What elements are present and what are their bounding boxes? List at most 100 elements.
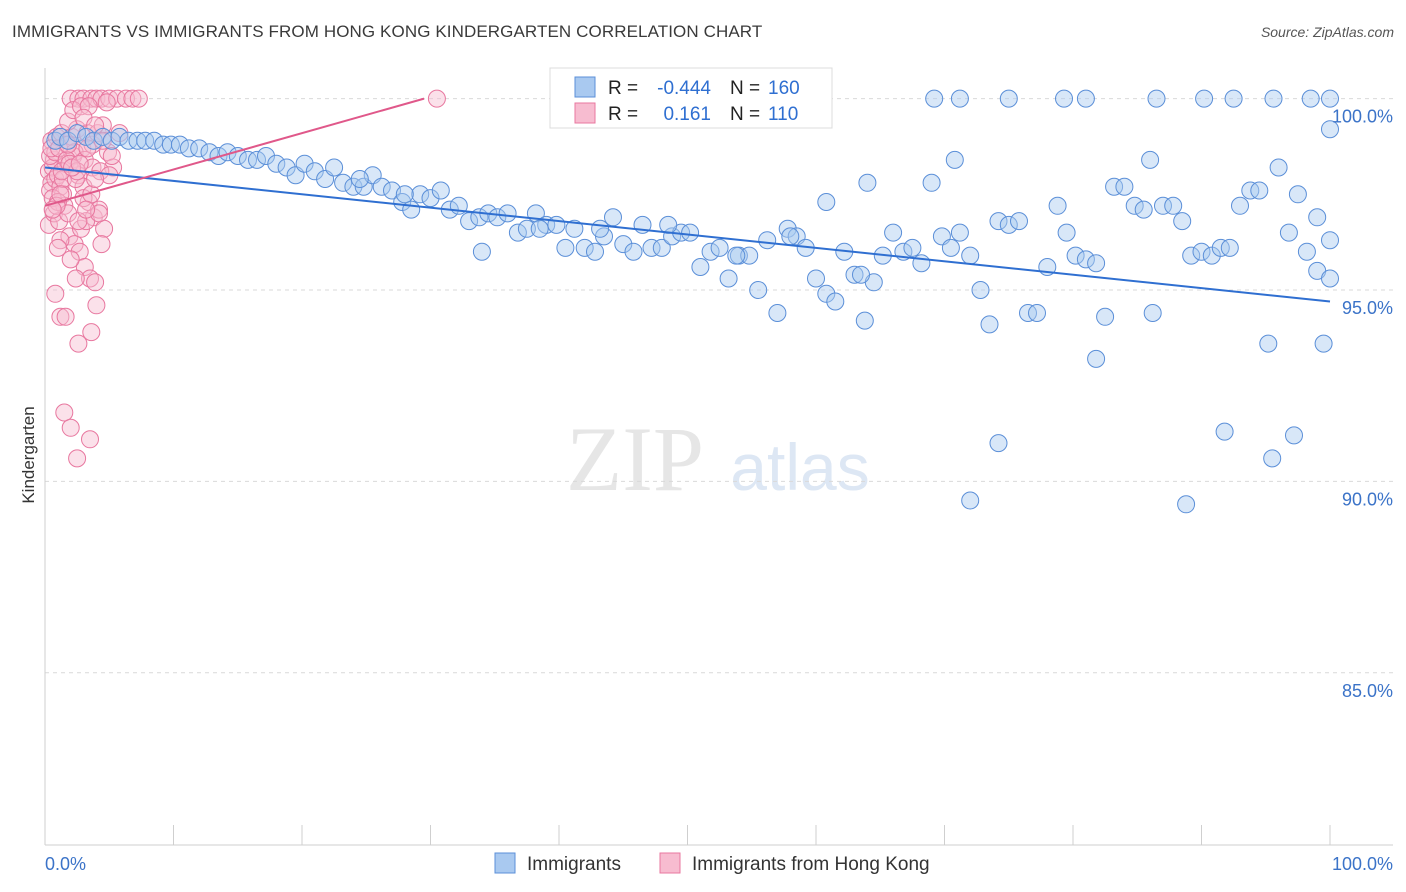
- axes: [44, 68, 1393, 846]
- point-immigrants: [950, 223, 969, 242]
- y-tick-label-85: 85.0%: [1342, 681, 1393, 701]
- point-immigrants: [295, 154, 314, 173]
- point-immigrants: [614, 235, 633, 254]
- point-immigrants: [179, 139, 198, 158]
- point-immigrants: [826, 292, 845, 311]
- point-hong-kong: [82, 323, 101, 342]
- point-immigrants: [488, 208, 507, 227]
- x-tick-label-max: 100.0%: [1332, 854, 1393, 874]
- point-immigrants: [980, 315, 999, 334]
- watermark-zip: ZIP: [566, 408, 704, 510]
- point-immigrants: [1195, 89, 1214, 108]
- series-hong-kong-points: [39, 89, 446, 468]
- bottom-legend-label-immigrants: Immigrants: [527, 854, 621, 875]
- point-hong-kong: [95, 219, 114, 238]
- bottom-legend-swatch-hong-kong: [659, 852, 681, 874]
- point-immigrants: [1264, 89, 1283, 108]
- point-immigrants: [845, 265, 864, 284]
- point-immigrants: [642, 238, 661, 257]
- point-immigrants: [922, 173, 941, 192]
- point-immigrants: [1215, 422, 1234, 441]
- point-immigrants: [1141, 150, 1160, 169]
- point-hong-kong: [117, 89, 135, 108]
- point-immigrants: [1308, 208, 1327, 227]
- point-immigrants: [402, 200, 421, 219]
- legend-r-value-2: 0.161: [663, 104, 711, 125]
- point-immigrants: [110, 127, 129, 146]
- point-immigrants: [999, 89, 1018, 108]
- point-hong-kong: [72, 97, 90, 116]
- point-immigrants: [1301, 89, 1320, 108]
- point-immigrants: [1182, 246, 1201, 265]
- point-immigrants: [719, 269, 738, 288]
- point-immigrants: [59, 131, 78, 150]
- point-immigrants: [325, 158, 344, 177]
- point-immigrants: [1259, 334, 1278, 353]
- point-immigrants: [1321, 120, 1339, 139]
- point-hong-kong: [46, 284, 65, 303]
- point-immigrants: [817, 193, 836, 211]
- bottom-legend-swatch-immigrants: [494, 852, 516, 874]
- trend-line-immigrants: [44, 166, 1331, 303]
- legend-n-label-2: N =: [730, 104, 760, 125]
- point-immigrants: [277, 158, 296, 177]
- legend-n-value-2: 110: [768, 104, 798, 125]
- point-hong-kong: [70, 154, 89, 173]
- point-immigrants: [652, 238, 671, 257]
- point-immigrants: [1096, 307, 1115, 326]
- point-hong-kong: [86, 170, 105, 188]
- point-immigrants: [1143, 304, 1162, 322]
- point-immigrants: [1321, 269, 1339, 288]
- point-immigrants: [344, 177, 363, 196]
- point-immigrants: [1321, 231, 1339, 250]
- point-immigrants: [1087, 349, 1106, 368]
- point-hong-kong: [66, 269, 85, 288]
- point-hong-kong: [81, 430, 99, 449]
- point-hong-kong: [102, 147, 121, 165]
- point-immigrants: [727, 246, 746, 265]
- bottom-legend-label-hong-kong: Immigrants from Hong Kong: [692, 854, 930, 875]
- point-immigrants: [1154, 196, 1172, 215]
- point-immigrants: [1297, 242, 1316, 261]
- point-immigrants: [68, 124, 87, 143]
- point-immigrants: [817, 284, 836, 303]
- point-immigrants: [1202, 246, 1221, 265]
- point-immigrants: [1314, 334, 1333, 353]
- point-immigrants: [989, 434, 1008, 453]
- point-immigrants: [961, 491, 980, 510]
- point-immigrants: [1164, 196, 1183, 215]
- point-hong-kong: [39, 215, 58, 234]
- point-hong-kong: [87, 296, 106, 315]
- point-immigrants: [472, 242, 491, 261]
- point-hong-kong: [68, 449, 87, 468]
- point-immigrants: [145, 131, 164, 150]
- legend-swatch-hong-kong: [574, 102, 596, 124]
- point-immigrants: [659, 215, 678, 234]
- point-immigrants: [1087, 254, 1106, 273]
- legend-swatch-immigrants: [574, 76, 596, 98]
- point-immigrants: [84, 131, 103, 150]
- point-immigrants: [517, 219, 536, 238]
- point-immigrants: [912, 254, 931, 273]
- point-immigrants: [190, 139, 209, 158]
- legend-box: [549, 67, 833, 129]
- point-immigrants: [565, 219, 584, 238]
- point-immigrants: [989, 212, 1008, 231]
- point-immigrants: [586, 242, 604, 261]
- point-immigrants: [267, 154, 286, 173]
- point-immigrants: [170, 135, 189, 154]
- point-immigrants: [1173, 212, 1192, 231]
- point-immigrants: [1250, 181, 1269, 200]
- point-immigrants: [925, 89, 944, 108]
- point-immigrants: [1288, 185, 1307, 204]
- legend-r-label-2: R =: [608, 104, 638, 125]
- point-hong-kong: [69, 334, 88, 353]
- point-immigrants: [781, 227, 800, 246]
- point-immigrants: [547, 215, 566, 234]
- gridlines: [45, 98, 1393, 674]
- point-hong-kong: [61, 250, 80, 269]
- point-immigrants: [498, 204, 517, 223]
- point-immigrants: [1224, 89, 1243, 108]
- watermark-atlas: atlas: [730, 430, 869, 504]
